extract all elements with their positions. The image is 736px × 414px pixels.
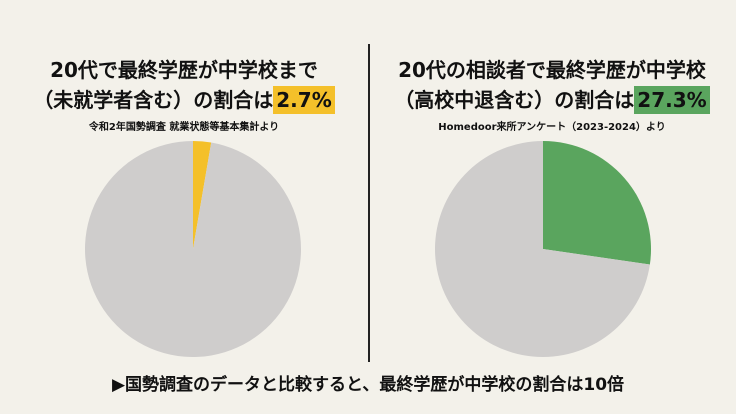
left-title-line2: （未就学者含む）の割合は 2.7% <box>0 86 368 114</box>
right-pie-slice-1 <box>435 141 650 357</box>
right-highlight-value: 27.3% <box>634 86 710 114</box>
left-title-line1: 20代で最終学歴が中学校まで <box>50 58 318 82</box>
right-title-line1: 20代の相談者で最終学歴が中学校 <box>398 58 706 82</box>
center-divider <box>368 44 370 362</box>
right-title-line2: （高校中退含む）の割合は 27.3% <box>368 86 736 114</box>
right-pie-chart <box>435 141 651 357</box>
left-source-note: 令和2年国勢調査 就業状態等基本集計より <box>88 122 280 133</box>
right-panel: 20代の相談者で最終学歴が中学校 （高校中退含む）の割合は 27.3% Homed… <box>368 0 736 365</box>
right-title-line2-text: （高校中退含む）の割合は <box>394 88 635 112</box>
left-pie-slice-0 <box>193 141 212 249</box>
left-highlight-value: 2.7% <box>273 86 335 114</box>
left-title-line2-text: （未就学者含む）の割合は <box>33 88 274 112</box>
left-pie-chart <box>85 141 301 357</box>
footer-summary: ▶国勢調査のデータと比較すると、最終学歴が中学校の割合は10倍 <box>111 375 625 395</box>
left-pie-slice-1 <box>85 141 301 357</box>
right-pie-slice-0 <box>543 141 651 265</box>
left-panel: 20代で最終学歴が中学校まで （未就学者含む）の割合は 2.7% 令和2年国勢調査… <box>0 0 368 365</box>
right-source-note: Homedoor来所アンケート（2023-2024）より <box>438 122 666 133</box>
